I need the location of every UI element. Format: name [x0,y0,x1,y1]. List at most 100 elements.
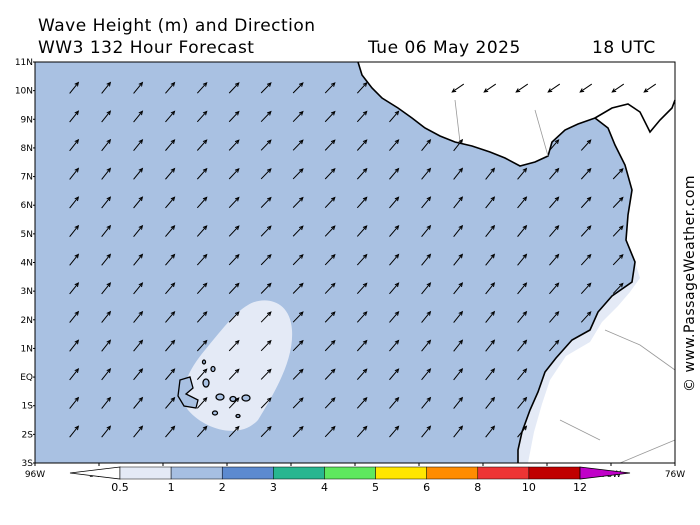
wave-arrow [389,139,400,151]
wave-arrow [580,167,592,180]
wave-arrow [389,167,400,180]
wave-arrow [292,425,304,438]
wave-arrow [133,310,144,323]
wave-arrow [421,167,432,180]
wave-arrow [133,339,144,352]
wave-arrow [165,139,176,151]
wave-arrow [292,282,304,294]
wave-arrow [165,368,176,381]
wave-arrow [324,196,336,209]
wave-arrow [69,81,80,94]
wave-arrow [196,81,208,94]
wave-arrow [356,425,368,438]
wave-arrow [389,253,400,266]
lat-label: 4N [21,259,33,269]
forecast-time: 18 UTC [592,38,656,58]
wave-arrow [517,196,528,209]
wave-arrow [421,396,432,409]
wave-arrow [324,253,336,266]
wave-arrow [356,81,368,94]
wave-arrow [517,253,528,266]
wave-arrow [260,311,272,323]
wave-arrow [260,196,272,208]
wave-arrow [196,225,208,237]
wave-arrow [101,282,112,295]
wave-arrows [69,81,657,438]
wave-arrow [356,368,368,380]
wave-arrow [451,83,465,93]
colorbar-segment [375,466,427,480]
watermark: © www.PassageWeather.com [682,175,698,392]
wave-arrow [133,81,144,94]
wave-arrow [485,167,496,180]
wave-arrow [547,83,561,93]
wave-arrow [549,253,560,266]
lat-label: 9N [21,115,33,125]
wave-arrow [165,225,176,237]
lat-label: EQ [20,373,33,383]
wave-arrow [485,425,496,438]
wave-arrow [292,339,304,352]
wave-arrow [324,225,336,237]
wave-arrow [485,396,496,409]
wave-arrow [292,368,304,380]
wave-arrow [324,110,336,123]
wave-arrow [453,224,464,238]
wave-arrow [549,167,560,180]
wave-arrow [133,224,144,237]
wave-arrow [580,311,592,323]
wave-arrow [579,83,593,93]
wave-arrow [580,253,592,266]
galapagos-light-patch [183,300,293,431]
wave-arrow [292,82,304,94]
wave-arrow [69,224,80,237]
wave-arrow [101,253,112,266]
wave-arrow [196,282,208,295]
wave-arrow [101,196,112,209]
wave-arrow [421,310,432,323]
wave-arrow [69,339,80,352]
wave-arrow [260,425,272,438]
wave-arrow [517,282,528,295]
galapagos-islands [177,359,251,419]
wave-arrow [453,167,464,180]
wave-arrow [612,225,624,237]
wave-arrow [356,110,368,123]
wave-arrow [196,339,208,352]
wave-arrow [196,110,208,123]
wave-arrow [356,139,368,151]
wave-arrow [69,310,80,323]
wave-arrow [356,339,368,352]
wave-arrow [421,368,432,381]
wave-arrow [356,253,368,266]
wave-arrow [196,167,208,180]
wave-arrow [611,83,625,93]
wave-arrow [453,339,464,352]
wave-arrow [196,139,208,151]
colorbar-label: 10 [522,481,536,494]
lat-label: 5N [21,230,33,240]
colorbar-segment [426,466,479,480]
wave-arrow [485,339,496,352]
wave-arrow [133,167,144,180]
wave-arrow [228,368,240,380]
wave-arrow [196,253,208,266]
wave-arrow [517,339,528,352]
wave-arrow [165,396,176,409]
lat-label: 2S [22,430,34,440]
colorbar-over [579,466,631,480]
colorbar-segment [477,466,530,480]
wave-arrow [292,254,304,266]
wave-arrow [165,425,176,438]
wave-arrow [453,196,464,209]
wave-arrow [389,110,400,123]
wave-arrow [133,196,144,209]
wave-arrow [101,224,112,238]
wave-arrow [292,397,304,409]
colorbar-label: 8 [474,481,481,494]
wave-arrow [228,282,240,294]
wave-arrow [228,167,240,180]
wave-arrow [196,425,208,438]
wave-arrow [612,253,624,266]
wave-arrow [580,139,592,151]
